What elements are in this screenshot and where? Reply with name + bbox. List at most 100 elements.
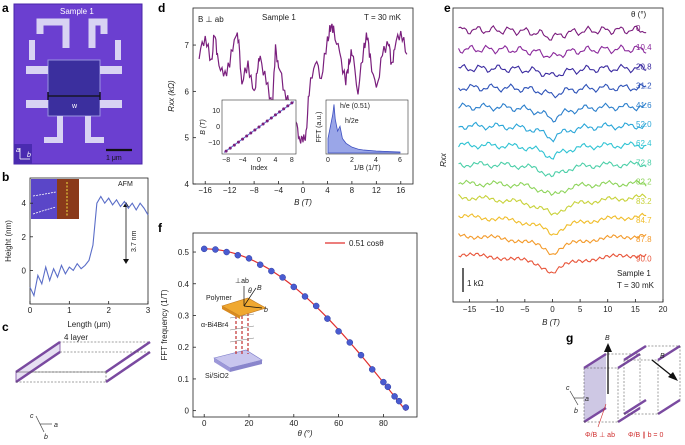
- f-y-tick-label: 0.4: [178, 280, 190, 289]
- panel-a: w Sample 1 a b 1 μm: [13, 3, 143, 165]
- flux-perp-label: Φ/B ⊥ ab: [585, 432, 615, 439]
- index-y-tick-label: −10: [208, 140, 220, 147]
- angle-curve: [458, 179, 647, 197]
- index-point: [278, 110, 282, 114]
- angle-curve: [458, 102, 647, 123]
- flake-channel: [47, 59, 101, 117]
- d-x-ticks: −16 −12 −8 −4 0 4 8 12 16: [198, 181, 406, 195]
- index-y-tick-label: 10: [212, 108, 220, 115]
- index-point: [241, 137, 245, 141]
- g-axis-a-label: a: [585, 396, 589, 403]
- index-point: [286, 104, 290, 108]
- b-x-tick-label: 1: [67, 306, 72, 315]
- b-x-tick-label: 3: [146, 306, 151, 315]
- g-axis-b-label: b: [574, 408, 578, 415]
- angle-label: 52.0: [636, 120, 652, 129]
- fft-frequency-point: [200, 245, 208, 253]
- d-y-tick-label: 4: [185, 180, 190, 189]
- b-x-tick-label: 2: [106, 306, 111, 315]
- B-parallel-arrow: [651, 359, 673, 377]
- rxx-curve: [198, 23, 408, 144]
- d-y-ticks: 4 5 6 7: [185, 41, 196, 189]
- fft-inset-xlabel: 1/B (1/T): [353, 165, 380, 172]
- axis-a-label: a: [54, 422, 58, 429]
- panel-label-a: a: [2, 1, 9, 15]
- fft-x-tick-label: 0: [326, 157, 330, 164]
- panel-label-g: g: [566, 331, 573, 345]
- f-y-tick-label: 0.3: [178, 311, 190, 320]
- polymer-layer: [221, 297, 267, 317]
- afm-inset-right: [57, 179, 79, 219]
- b-x-tick-label: 0: [28, 306, 33, 315]
- index-point: [261, 122, 265, 126]
- fft-x-tick-label: 2: [350, 157, 354, 164]
- fft-frequency-point: [335, 328, 342, 335]
- index-point: [282, 107, 286, 111]
- b-label: b: [264, 307, 268, 314]
- panel-c: 4 layer a b c: [15, 333, 151, 441]
- b-x-ticks: 0 1 2 3: [28, 301, 151, 315]
- fft-spectrum: [327, 104, 401, 154]
- plot-frame-e: [452, 7, 664, 303]
- index-x-tick-label: 8: [290, 157, 294, 164]
- angle-label: 41.6: [636, 101, 652, 110]
- f-y-ticks: 0 0.1 0.2 0.3 0.4 0.5: [178, 248, 196, 416]
- f-y-axis-label: FFT frequency (1/T): [160, 289, 169, 360]
- fft-frequency-point: [256, 261, 264, 268]
- angle-label: 62.4: [636, 139, 652, 148]
- fft-frequency-point: [402, 404, 410, 411]
- afm-label: AFM: [118, 181, 133, 188]
- index-point: [249, 131, 253, 135]
- field-orientation-label: B ⊥ ab: [198, 15, 224, 24]
- index-point: [232, 143, 236, 147]
- f-x-ticks: 0 20 40 60 80: [202, 414, 388, 428]
- fft-peak2-label: h/2e: [345, 118, 359, 125]
- layer-title: 4 layer: [64, 333, 88, 342]
- panel-label-d: d: [158, 1, 165, 15]
- d-x-axis-label: B (T): [294, 198, 312, 207]
- angle-curve: [458, 160, 647, 178]
- fft-inset-ticks: 0 2 4 6: [326, 157, 402, 164]
- panel-label-b: b: [2, 170, 9, 184]
- angle-curve: [458, 233, 647, 256]
- index-point: [228, 146, 232, 150]
- fft-frequency-points: [200, 245, 410, 411]
- index-point: [253, 128, 257, 132]
- angle-curve: [458, 63, 647, 78]
- fft-frequency-point: [268, 267, 275, 275]
- index-point: [236, 140, 240, 144]
- f-x-tick-label: 40: [289, 419, 298, 428]
- contact-top-left: [36, 18, 70, 48]
- B-label: B: [257, 285, 262, 292]
- afm-inset-left: [31, 179, 57, 219]
- angle-curve: [458, 44, 647, 59]
- width-label: w: [71, 103, 78, 110]
- angle-curve: [458, 212, 647, 236]
- index-points: [224, 101, 294, 153]
- f-x-tick-label: 20: [245, 419, 254, 428]
- angle-label: 87.8: [636, 235, 652, 244]
- g-axis-c-label: c: [566, 385, 570, 392]
- angle-label: 84.7: [636, 216, 652, 225]
- e-temperature-label: T = 30 mK: [617, 281, 655, 290]
- angle-curve: [458, 252, 647, 274]
- index-point: [245, 134, 249, 138]
- contact-top-right: [88, 18, 108, 48]
- fft-frequency-point: [245, 255, 253, 262]
- f-y-tick-label: 0: [185, 407, 190, 416]
- g-B-label-2: B: [660, 353, 665, 360]
- theta-label: θ: [248, 288, 252, 295]
- substrate-label: Si/SiO2: [205, 373, 229, 380]
- angle-label: 90.0: [636, 254, 652, 263]
- index-x-tick-label: −8: [222, 157, 230, 164]
- crystal-stack: [229, 306, 255, 356]
- d-x-tick-label: −4: [274, 186, 284, 195]
- angle-label: 20.8: [636, 62, 652, 71]
- perp-label: ⊥ab: [235, 278, 249, 285]
- flux-plane-shading: [584, 354, 606, 422]
- index-point: [269, 116, 273, 120]
- plot-frame-b: [29, 177, 149, 305]
- d-x-tick-label: 4: [325, 186, 330, 195]
- fft-frequency-point: [312, 302, 320, 310]
